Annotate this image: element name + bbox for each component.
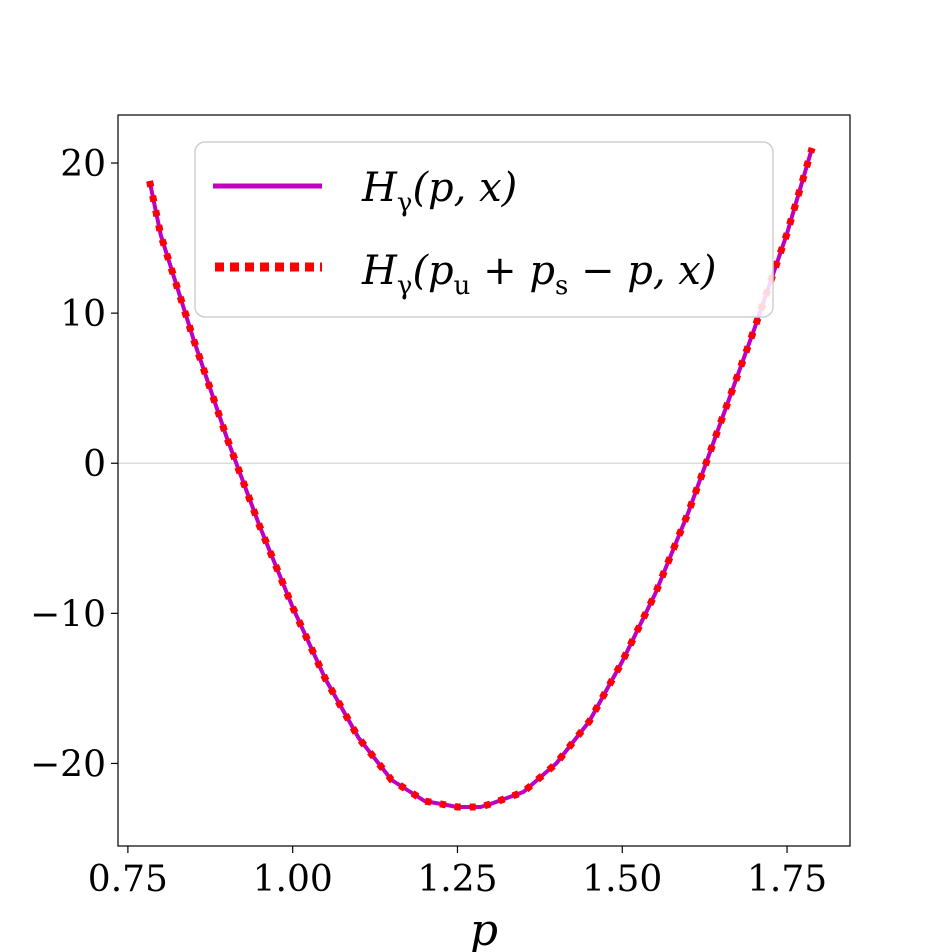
y-tick-label: −20 xyxy=(30,744,106,785)
legend-label-series-1: Hγ(p, x) xyxy=(361,165,517,218)
series-layer xyxy=(146,147,816,811)
legend-label-series-2: Hγ(pu + ps − p, x) xyxy=(361,248,716,301)
x-tick-label: 0.75 xyxy=(88,859,168,900)
x-axis: 0.75 1.00 1.25 1.50 1.75 xyxy=(88,846,827,900)
series-line-dotted xyxy=(146,147,816,811)
y-tick-label: 0 xyxy=(83,444,106,485)
y-tick-label: 10 xyxy=(60,294,106,335)
x-tick-label: 1.25 xyxy=(417,859,497,900)
y-axis: −20 −10 0 10 20 xyxy=(30,144,118,785)
x-tick-label: 1.50 xyxy=(582,859,662,900)
legend-box xyxy=(194,141,774,318)
x-axis-label: p xyxy=(470,905,498,952)
y-tick-label: −10 xyxy=(30,594,106,635)
plot-frame xyxy=(117,114,851,847)
legend: Hγ(p, x) Hγ(pu + ps − p, x) xyxy=(194,141,774,318)
x-tick-label: 1.00 xyxy=(253,859,333,900)
x-tick-label: 1.75 xyxy=(747,859,827,900)
y-tick-label: 20 xyxy=(60,144,106,185)
